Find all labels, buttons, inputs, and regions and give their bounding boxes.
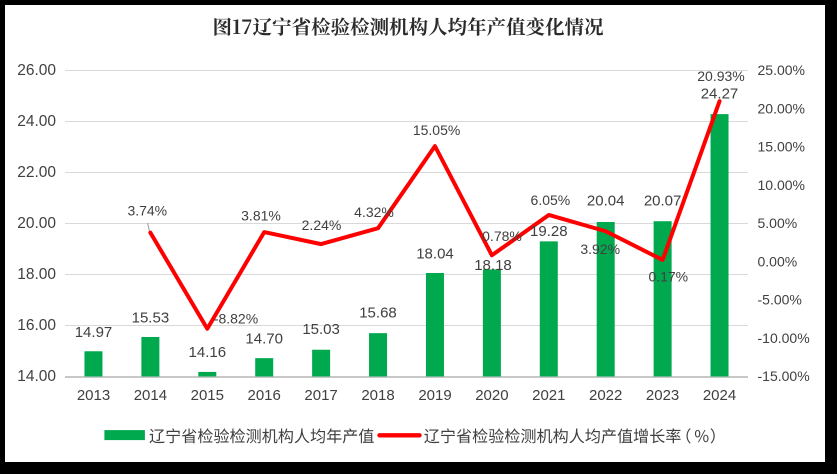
svg-text:2023: 2023 [646,387,679,404]
svg-text:2017: 2017 [304,387,337,404]
svg-text:19.28: 19.28 [530,223,568,240]
svg-text:-5.00%: -5.00% [758,292,802,308]
svg-text:20.00%: 20.00% [758,100,805,116]
svg-text:5.00%: 5.00% [758,215,798,231]
svg-text:15.05%: 15.05% [413,122,460,138]
svg-text:14.00: 14.00 [17,368,56,385]
svg-text:3.74%: 3.74% [127,203,167,219]
svg-text:0.78%: 0.78% [482,228,522,244]
svg-text:10.00%: 10.00% [758,177,805,193]
svg-text:2016: 2016 [248,387,281,404]
svg-text:26.00: 26.00 [17,62,56,79]
svg-text:2022: 2022 [589,387,622,404]
svg-text:3.81%: 3.81% [241,207,281,223]
svg-text:14.97: 14.97 [75,324,113,341]
svg-text:6.05%: 6.05% [531,192,571,208]
svg-text:2014: 2014 [134,387,167,404]
svg-text:14.70: 14.70 [245,330,283,347]
svg-text:-15.00%: -15.00% [758,368,810,384]
svg-text:2020: 2020 [475,387,508,404]
svg-text:24.27: 24.27 [701,86,739,103]
svg-text:15.00%: 15.00% [758,139,805,155]
svg-text:24.00: 24.00 [17,113,56,130]
svg-text:2019: 2019 [418,387,451,404]
svg-text:-10.00%: -10.00% [758,330,810,346]
svg-text:22.00: 22.00 [17,164,56,181]
svg-text:15.68: 15.68 [359,304,397,321]
svg-text:-8.82%: -8.82% [214,311,258,327]
svg-text:3.92%: 3.92% [580,241,620,257]
svg-text:18.04: 18.04 [416,245,454,262]
svg-text:16.00: 16.00 [17,317,56,334]
svg-text:2013: 2013 [77,387,110,404]
svg-text:15.03: 15.03 [302,321,340,338]
svg-text:2018: 2018 [361,387,394,404]
svg-text:14.16: 14.16 [189,344,227,361]
svg-text:20.07: 20.07 [644,193,682,210]
svg-text:15.53: 15.53 [132,310,170,327]
svg-text:0.17%: 0.17% [648,268,688,284]
svg-text:18.18: 18.18 [474,257,512,274]
svg-text:25.00%: 25.00% [758,62,805,78]
svg-text:2024: 2024 [703,387,736,404]
svg-text:4.32%: 4.32% [354,204,394,220]
svg-text:20.93%: 20.93% [697,68,744,84]
svg-text:20.00: 20.00 [17,215,56,232]
svg-text:20.04: 20.04 [587,193,625,210]
svg-text:18.00: 18.00 [17,266,56,283]
svg-text:2.24%: 2.24% [302,217,342,233]
svg-text:0.00%: 0.00% [758,253,798,269]
svg-text:2015: 2015 [191,387,224,404]
svg-text:2021: 2021 [532,387,565,404]
